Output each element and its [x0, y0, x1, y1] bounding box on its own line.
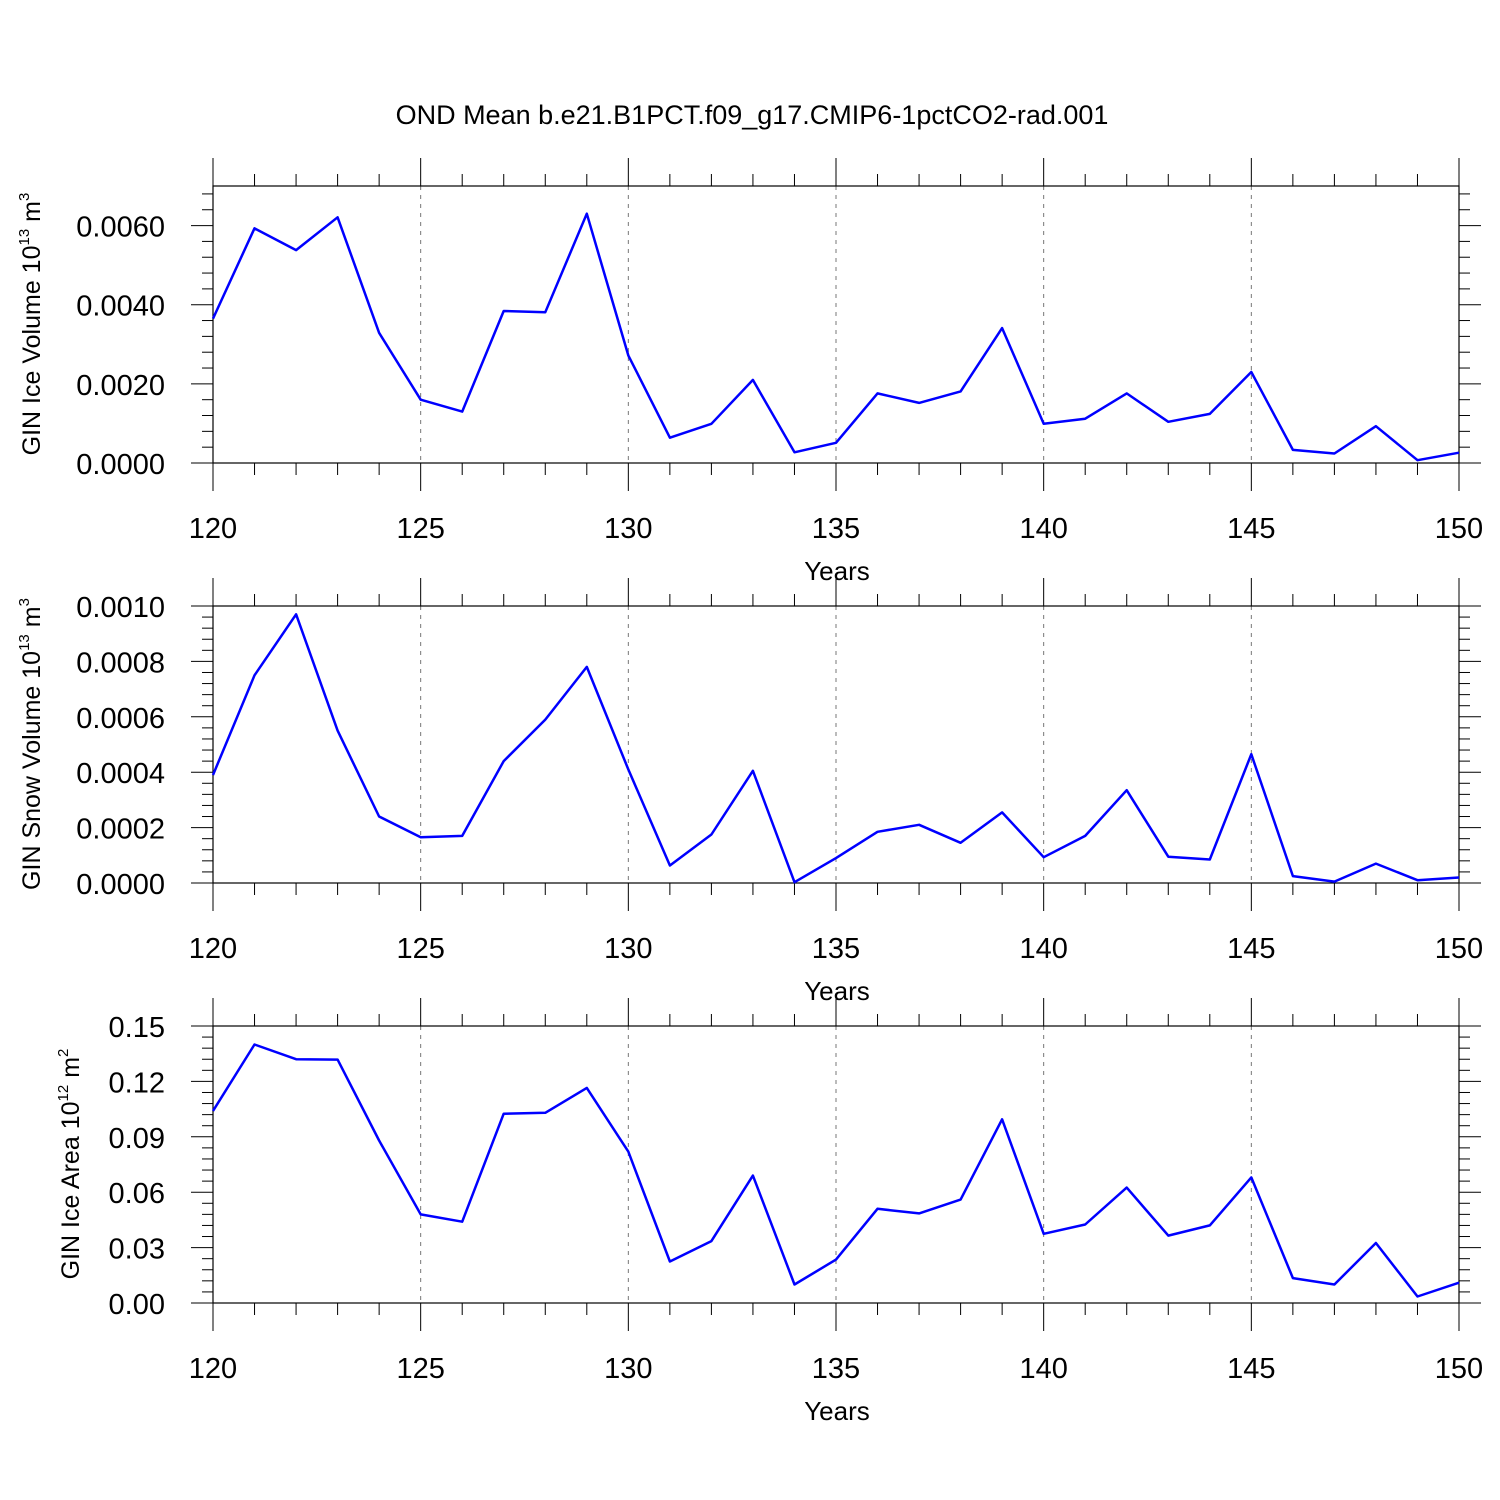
unit-base: 10: [18, 246, 46, 274]
y-tick-label: 0.0060: [76, 212, 165, 244]
unit-symbol: m: [57, 1057, 85, 1078]
y-tick-label: 0.0040: [76, 291, 165, 323]
x-tick-label: 120: [189, 513, 237, 545]
x-tick-label: 150: [1435, 513, 1483, 545]
unit-symbol: m: [18, 201, 46, 222]
axes-grid-ice-volume: [191, 158, 1481, 491]
unit-symbol-exponent: 2: [55, 1049, 72, 1057]
x-tick-labels-snow-volume: 120 125 130 135 140 145 150: [189, 933, 1483, 965]
x-tick-label: 130: [604, 933, 652, 965]
y-tick-label: 0.09: [109, 1123, 165, 1155]
unit-symbol-exponent: 3: [16, 193, 33, 201]
y-axis-label-text: GIN Ice Volume: [18, 280, 46, 455]
x-tick-label: 140: [1019, 933, 1067, 965]
unit-exponent: 12: [55, 1085, 72, 1102]
y-axis-label-snow-volume: GIN Snow Volume 1013 m3: [16, 598, 46, 890]
y-tick-label: 0.0010: [76, 592, 165, 624]
y-tick-labels-snow-volume: 0.0000 0.0002 0.0004 0.0006 0.0008 0.0010: [76, 592, 165, 901]
y-axis-label-text: GIN Snow Volume: [18, 686, 46, 890]
x-tick-label: 120: [189, 1353, 237, 1385]
x-tick-label: 135: [812, 933, 860, 965]
x-tick-label: 125: [396, 513, 444, 545]
panel-ice-area: 0.00 0.03 0.06 0.09 0.12 0.15 120 125 130 135 140…: [55, 998, 1483, 1426]
unit-symbol-exponent: 3: [16, 598, 33, 606]
y-tick-label: 0.15: [109, 1012, 165, 1044]
axes-grid-ice-area: [191, 998, 1481, 1331]
y-tick-labels-ice-volume: 0.0000 0.0020 0.0040 0.0060: [76, 212, 165, 481]
unit-exponent: 13: [16, 634, 33, 651]
x-tick-label: 145: [1227, 513, 1275, 545]
x-tick-label: 150: [1435, 933, 1483, 965]
panel-snow-volume: 0.0000 0.0002 0.0004 0.0006 0.0008 0.0010 120…: [16, 578, 1483, 1006]
y-tick-label: 0.12: [109, 1067, 165, 1099]
x-tick-label: 120: [189, 933, 237, 965]
y-tick-label: 0.0002: [76, 814, 165, 846]
x-tick-label: 140: [1019, 1353, 1067, 1385]
y-tick-label: 0.0008: [76, 647, 165, 679]
y-tick-label: 0.0006: [76, 703, 165, 735]
unit-base: 10: [18, 651, 46, 679]
y-tick-label: 0.03: [109, 1234, 165, 1266]
chart-title: OND Mean b.e21.B1PCT.f09_g17.CMIP6-1pctC…: [396, 100, 1109, 130]
y-tick-label: 0.0000: [76, 869, 165, 901]
x-tick-label: 145: [1227, 1353, 1275, 1385]
axes-grid-snow-volume: [191, 578, 1481, 911]
x-tick-label: 145: [1227, 933, 1275, 965]
y-tick-label: 0.0020: [76, 370, 165, 402]
panel-ice-volume: 0.0000 0.0020 0.0040 0.0060 120 125 130 135 140…: [16, 158, 1483, 586]
x-tick-label: 135: [812, 1353, 860, 1385]
y-tick-label: 0.0000: [76, 449, 165, 481]
x-tick-label: 130: [604, 513, 652, 545]
y-tick-label: 0.0004: [76, 758, 165, 790]
unit-symbol: m: [18, 606, 46, 627]
x-axis-label-snow-volume: Years: [804, 976, 870, 1006]
x-axis-label-ice-volume: Years: [804, 556, 870, 586]
x-axis-label-ice-area: Years: [804, 1396, 870, 1426]
series-line-ice-volume: [211, 212, 1460, 462]
y-tick-label: 0.00: [109, 1289, 165, 1321]
x-tick-label: 125: [396, 933, 444, 965]
y-axis-label-text: GIN Ice Area: [57, 1136, 85, 1279]
x-tick-label: 130: [604, 1353, 652, 1385]
x-tick-label: 150: [1435, 1353, 1483, 1385]
unit-exponent: 13: [16, 229, 33, 246]
y-tick-labels-ice-area: 0.00 0.03 0.06 0.09 0.12 0.15: [109, 1012, 165, 1321]
y-axis-label-ice-volume: GIN Ice Volume 1013 m3: [16, 193, 46, 456]
unit-base: 10: [57, 1101, 85, 1129]
series-line-ice-area: [211, 1043, 1460, 1298]
x-tick-labels-ice-volume: 120 125 130 135 140 145 150: [189, 513, 1483, 545]
y-tick-label: 0.06: [109, 1178, 165, 1210]
x-tick-labels-ice-area: 120 125 130 135 140 145 150: [189, 1353, 1483, 1385]
x-tick-label: 135: [812, 513, 860, 545]
series-line-snow-volume: [211, 613, 1460, 884]
x-tick-label: 140: [1019, 513, 1067, 545]
x-tick-label: 125: [396, 1353, 444, 1385]
y-axis-label-ice-area: GIN Ice Area 1012 m2: [55, 1049, 85, 1280]
